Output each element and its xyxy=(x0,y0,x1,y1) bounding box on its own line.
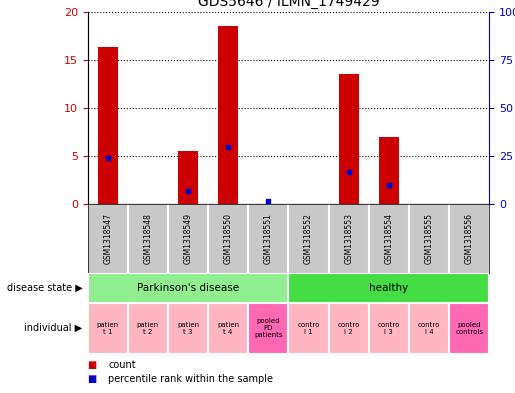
Text: GSM1318551: GSM1318551 xyxy=(264,213,273,264)
Text: GSM1318549: GSM1318549 xyxy=(183,213,193,264)
Text: GSM1318550: GSM1318550 xyxy=(224,213,233,264)
Bar xyxy=(218,26,238,204)
Bar xyxy=(409,303,449,354)
Bar xyxy=(128,303,168,354)
Text: GSM1318553: GSM1318553 xyxy=(344,213,353,264)
Text: ■: ■ xyxy=(88,360,97,370)
Text: patien
t 3: patien t 3 xyxy=(177,321,199,335)
Text: patien
t 4: patien t 4 xyxy=(217,321,239,335)
Bar xyxy=(98,48,117,204)
Text: percentile rank within the sample: percentile rank within the sample xyxy=(108,374,273,384)
Bar xyxy=(168,303,208,354)
Text: contro
l 2: contro l 2 xyxy=(337,321,360,335)
Bar xyxy=(379,137,399,204)
Text: healthy: healthy xyxy=(369,283,408,293)
Text: ■: ■ xyxy=(88,374,97,384)
Text: GSM1318555: GSM1318555 xyxy=(424,213,434,264)
Text: Parkinson's disease: Parkinson's disease xyxy=(137,283,239,293)
Text: GSM1318554: GSM1318554 xyxy=(384,213,393,264)
Bar xyxy=(288,303,329,354)
Text: pooled
PD
patients: pooled PD patients xyxy=(254,318,283,338)
Text: GSM1318548: GSM1318548 xyxy=(143,213,152,264)
Title: GDS5646 / ILMN_1749429: GDS5646 / ILMN_1749429 xyxy=(198,0,379,9)
Text: contro
l 4: contro l 4 xyxy=(418,321,440,335)
Text: disease state ▶: disease state ▶ xyxy=(7,283,82,293)
Bar xyxy=(339,74,358,204)
Bar xyxy=(88,273,288,303)
Text: patien
t 2: patien t 2 xyxy=(137,321,159,335)
Bar xyxy=(208,303,248,354)
Bar xyxy=(329,303,369,354)
Text: GSM1318552: GSM1318552 xyxy=(304,213,313,264)
Text: GSM1318547: GSM1318547 xyxy=(103,213,112,264)
Bar xyxy=(178,151,198,204)
Bar xyxy=(449,303,489,354)
Text: pooled
controls: pooled controls xyxy=(455,321,483,335)
Bar xyxy=(369,303,409,354)
Text: GSM1318556: GSM1318556 xyxy=(465,213,474,264)
Text: count: count xyxy=(108,360,136,370)
Text: contro
l 3: contro l 3 xyxy=(377,321,400,335)
Text: individual ▶: individual ▶ xyxy=(24,323,82,333)
Text: contro
l 1: contro l 1 xyxy=(297,321,320,335)
Bar xyxy=(288,273,489,303)
Bar xyxy=(88,303,128,354)
Text: patien
t 1: patien t 1 xyxy=(97,321,118,335)
Bar xyxy=(248,303,288,354)
